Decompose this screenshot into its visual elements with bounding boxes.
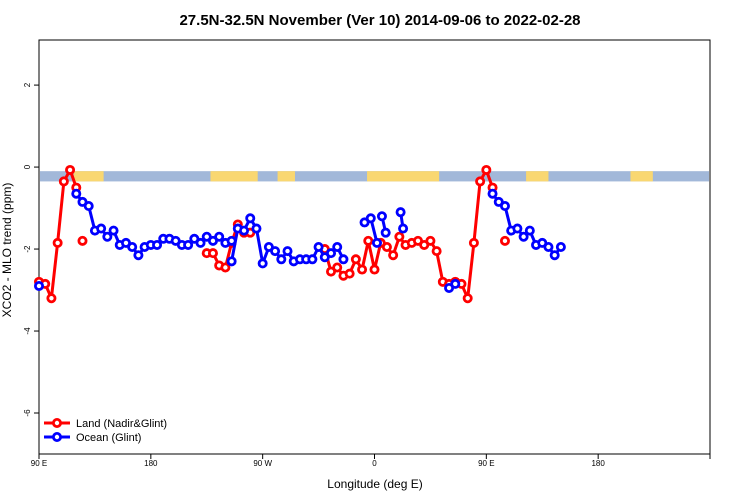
legend-marker (52, 431, 63, 442)
data-point (549, 250, 560, 261)
y-tick-label: -4 (23, 327, 32, 335)
y-tick-label: 2 (23, 82, 32, 87)
data-point (499, 201, 510, 212)
data-point (344, 268, 355, 279)
data-point (214, 231, 225, 242)
data-point (468, 237, 479, 248)
data-point (394, 231, 405, 242)
data-point (220, 262, 231, 273)
data-point (487, 188, 498, 199)
data-point (395, 207, 406, 218)
data-point (543, 241, 554, 252)
data-point (133, 250, 144, 261)
land-band-segment (526, 171, 549, 182)
land-band-segment (277, 171, 295, 182)
land-sea-band (40, 171, 709, 182)
data-point (108, 225, 119, 236)
data-point (226, 235, 237, 246)
data-point (369, 264, 380, 275)
data-point (524, 225, 535, 236)
y-tick-label: -6 (23, 409, 32, 417)
x-tick-label: 180 (591, 459, 605, 468)
data-point (376, 211, 387, 222)
x-tick-label: 90 E (478, 459, 494, 468)
series-line (323, 168, 494, 300)
data-point (388, 250, 399, 261)
y-axis-label: XCO2 - MLO trend (ppm) (0, 183, 14, 318)
legend-label: Land (Nadir&Glint) (76, 418, 167, 430)
data-point (96, 223, 107, 234)
x-tick-label: 90 W (253, 459, 272, 468)
data-point (257, 258, 268, 269)
data-point (52, 237, 63, 248)
data-point (276, 254, 287, 265)
data-point (499, 235, 510, 246)
x-tick-label: 180 (144, 459, 158, 468)
data-point (365, 213, 376, 224)
data-point (313, 241, 324, 252)
x-tick-label: 90 E (31, 459, 47, 468)
data-point (326, 248, 337, 259)
land-band-segment (630, 171, 653, 182)
data-point (555, 241, 566, 252)
legend: Land (Nadir&Glint) Ocean (Glint) (44, 417, 167, 444)
x-tick-label: 0 (372, 459, 377, 468)
data-point (245, 213, 256, 224)
data-point (512, 223, 523, 234)
data-point (83, 201, 94, 212)
data-point (251, 223, 262, 234)
data-point (398, 223, 409, 234)
data-point (425, 235, 436, 246)
data-point (307, 254, 318, 265)
data-point (282, 246, 293, 257)
data-point (46, 293, 57, 304)
data-point (357, 264, 368, 275)
data-point (183, 239, 194, 250)
data-point (195, 237, 206, 248)
data-point (332, 262, 343, 273)
data-point (207, 248, 218, 259)
data-point (71, 188, 82, 199)
data-point (77, 235, 88, 246)
chart-title: 27.5N-32.5N November (Ver 10) 2014-09-06… (179, 12, 580, 29)
land-band-segment (210, 171, 258, 182)
series-ocean (34, 188, 566, 293)
y-tick-label: 0 (23, 164, 32, 169)
data-point (431, 246, 442, 257)
data-point (58, 176, 69, 187)
data-point (102, 231, 113, 242)
legend-marker (52, 417, 63, 428)
data-point (338, 254, 349, 265)
data-point (450, 278, 461, 289)
data-point (239, 225, 250, 236)
land-band-segment (73, 171, 104, 182)
data-point (475, 176, 486, 187)
data-point (462, 293, 473, 304)
series-layer (34, 164, 566, 304)
land-band-segment (367, 171, 440, 182)
data-point (270, 246, 281, 257)
data-point (363, 235, 374, 246)
data-point (380, 227, 391, 238)
data-point (127, 241, 138, 252)
data-point (381, 241, 392, 252)
x-axis-label: Longitude (deg E) (327, 477, 422, 491)
data-point (332, 241, 343, 252)
data-point (518, 231, 529, 242)
data-point (65, 164, 76, 175)
data-point (481, 164, 492, 175)
data-point (152, 239, 163, 250)
data-point (371, 237, 382, 248)
data-point (350, 254, 361, 265)
y-tick-label: -2 (23, 245, 32, 253)
data-point (34, 280, 45, 291)
data-point (226, 256, 237, 267)
y-axis: 2 0 -2 -4 -6 (23, 82, 39, 417)
legend-label: Ocean (Glint) (76, 432, 141, 444)
x-axis: 90 E 180 90 W 0 90 E 180 (31, 454, 711, 468)
